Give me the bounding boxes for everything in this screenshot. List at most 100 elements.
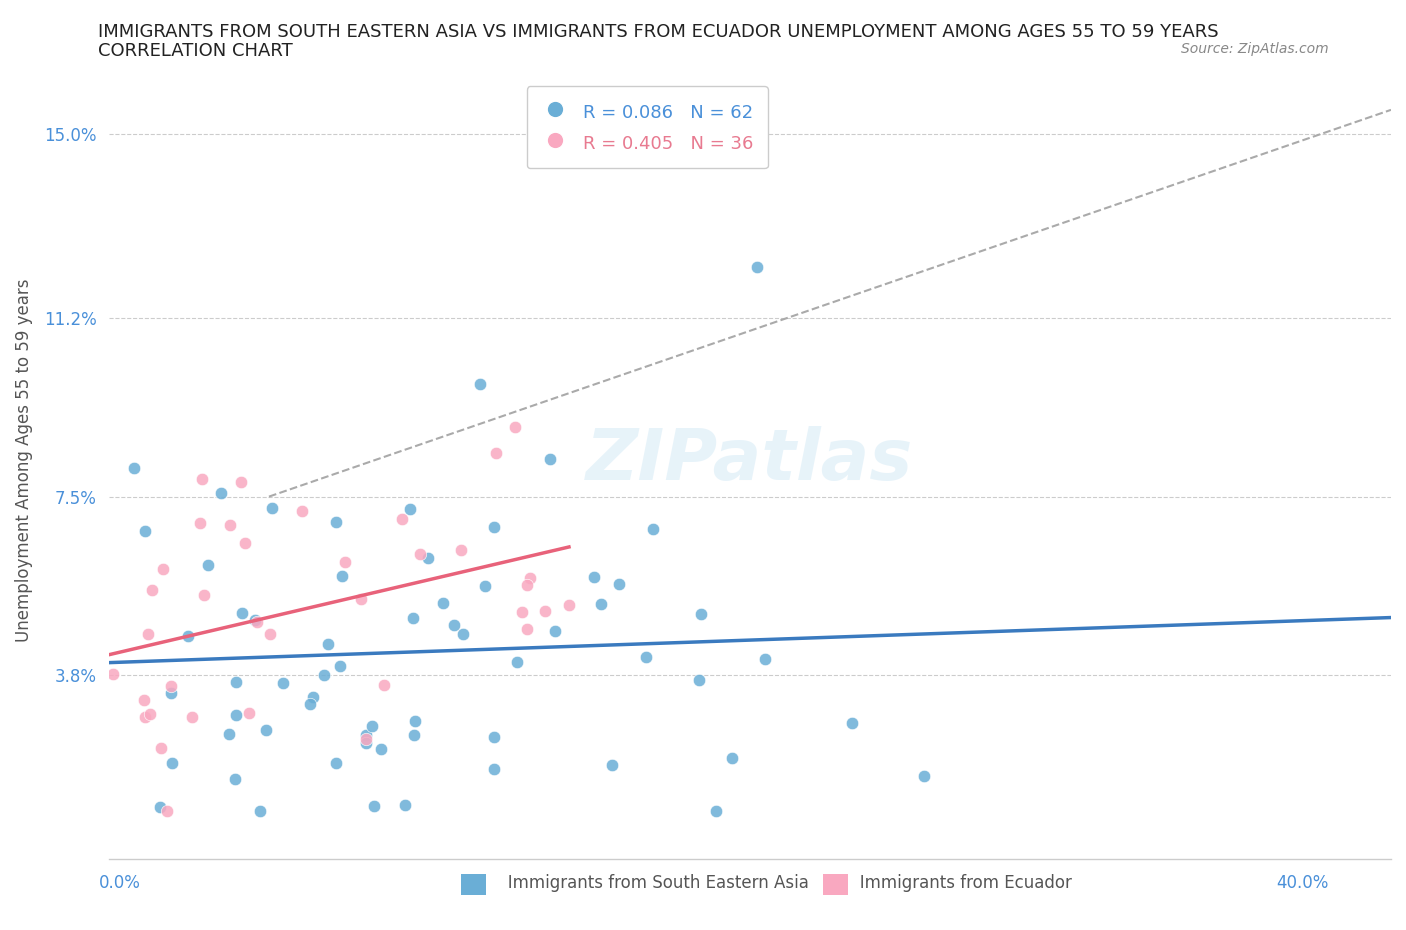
- Text: 40.0%: 40.0%: [1277, 874, 1329, 892]
- Point: [404, 727, 426, 742]
- Point: [141, 582, 163, 597]
- Point: [373, 678, 395, 693]
- Point: [329, 659, 352, 674]
- Point: [841, 715, 863, 730]
- Point: [325, 515, 347, 530]
- Point: [505, 419, 527, 434]
- Point: [482, 762, 505, 777]
- Point: [534, 604, 557, 618]
- Point: [299, 697, 322, 711]
- Point: [394, 797, 416, 812]
- Point: [399, 502, 422, 517]
- Point: [193, 587, 215, 602]
- Point: [177, 629, 200, 644]
- Point: [450, 542, 472, 557]
- Point: [745, 260, 768, 275]
- Text: Immigrants from Ecuador: Immigrants from Ecuador: [844, 874, 1071, 892]
- Point: [720, 751, 742, 765]
- Point: [229, 474, 252, 489]
- Point: [312, 668, 335, 683]
- Text: IMMIGRANTS FROM SOUTH EASTERN ASIA VS IMMIGRANTS FROM ECUADOR UNEMPLOYMENT AMONG: IMMIGRANTS FROM SOUTH EASTERN ASIA VS IM…: [98, 23, 1219, 41]
- Point: [754, 652, 776, 667]
- Point: [160, 686, 183, 701]
- Point: [134, 524, 156, 538]
- Point: [180, 710, 202, 724]
- Point: [231, 605, 253, 620]
- Point: [254, 723, 277, 737]
- Point: [325, 756, 347, 771]
- Point: [246, 615, 269, 630]
- Point: [225, 675, 247, 690]
- Point: [482, 730, 505, 745]
- Point: [333, 554, 356, 569]
- Point: [132, 693, 155, 708]
- Point: [249, 804, 271, 818]
- Point: [689, 606, 711, 621]
- Point: [510, 604, 533, 619]
- Y-axis label: Unemployment Among Ages 55 to 59 years: Unemployment Among Ages 55 to 59 years: [15, 279, 32, 642]
- Point: [156, 804, 179, 818]
- Point: [391, 512, 413, 527]
- Point: [636, 649, 658, 664]
- Point: [451, 627, 474, 642]
- Point: [443, 618, 465, 632]
- Point: [544, 623, 567, 638]
- Point: [301, 689, 323, 704]
- Point: [149, 799, 172, 814]
- Point: [152, 562, 174, 577]
- Point: [538, 452, 561, 467]
- Point: [150, 741, 173, 756]
- Point: [516, 622, 538, 637]
- Point: [600, 757, 623, 772]
- Point: [432, 595, 454, 610]
- Point: [218, 726, 240, 741]
- Point: [583, 569, 606, 584]
- Point: [354, 727, 377, 742]
- Point: [558, 597, 581, 612]
- Point: [519, 570, 541, 585]
- Point: [225, 707, 247, 722]
- Point: [245, 613, 267, 628]
- Point: [643, 522, 665, 537]
- Point: [370, 742, 392, 757]
- Point: [474, 578, 496, 593]
- Point: [506, 655, 529, 670]
- Point: [516, 578, 538, 592]
- Point: [361, 718, 384, 733]
- Point: [238, 706, 260, 721]
- Text: Immigrants from South Eastern Asia: Immigrants from South Eastern Asia: [492, 874, 808, 892]
- Point: [209, 485, 232, 500]
- Point: [482, 519, 505, 534]
- Point: [101, 667, 124, 682]
- Point: [122, 460, 145, 475]
- Text: Source: ZipAtlas.com: Source: ZipAtlas.com: [1181, 42, 1329, 56]
- Point: [363, 799, 385, 814]
- Point: [468, 377, 491, 392]
- Point: [197, 557, 219, 572]
- Point: [235, 535, 257, 550]
- Point: [354, 731, 377, 746]
- Point: [404, 713, 426, 728]
- Point: [224, 772, 246, 787]
- Point: [402, 611, 425, 626]
- Point: [139, 707, 162, 722]
- Point: [704, 804, 727, 818]
- Point: [273, 676, 295, 691]
- Legend: R = 0.086   N = 62, R = 0.405   N = 36: R = 0.086 N = 62, R = 0.405 N = 36: [527, 86, 768, 168]
- Point: [259, 627, 281, 642]
- Text: CORRELATION CHART: CORRELATION CHART: [98, 42, 294, 60]
- Point: [160, 755, 183, 770]
- Text: 0.0%: 0.0%: [98, 874, 141, 892]
- Point: [416, 551, 439, 565]
- Point: [350, 591, 373, 606]
- Point: [485, 445, 508, 460]
- Point: [912, 769, 935, 784]
- Point: [134, 710, 156, 724]
- Point: [136, 627, 159, 642]
- Point: [409, 546, 432, 561]
- Text: ZIPatlas: ZIPatlas: [586, 426, 914, 495]
- Point: [354, 736, 377, 751]
- Point: [607, 577, 630, 591]
- Point: [160, 678, 183, 693]
- Point: [188, 515, 211, 530]
